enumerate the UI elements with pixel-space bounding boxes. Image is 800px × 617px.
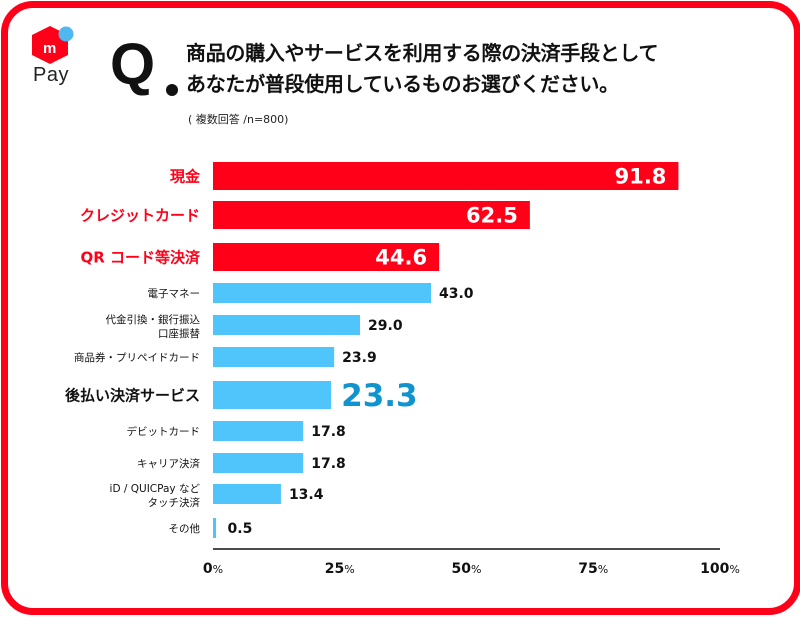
x-tick-label: 0%: [203, 561, 223, 577]
x-tick-number: 50: [452, 561, 472, 577]
bar-row: 電子マネー 43.0: [148, 283, 474, 303]
question-title: 商品の購入やサービスを利用する際の決済手段として あなたが普段使用しているものお…: [186, 38, 659, 100]
svg-text:m: m: [43, 40, 56, 57]
x-tick-number: 100: [700, 561, 729, 577]
bar-row: 後払い決済サービス 23.3: [64, 378, 418, 414]
category-label: 現金: [170, 167, 201, 185]
x-tick-label: 75%: [578, 561, 608, 577]
bar-row: QR コード等決済 44.6: [80, 243, 440, 271]
category-label: iD / QUICPay などタッチ決済: [110, 483, 201, 509]
x-tick-number: 0: [203, 561, 213, 577]
bar: [213, 201, 530, 229]
bars-group: 現金 91.8 クレジットカード 62.5 QR コード等決済 44.6 電子マネー 43.0…: [64, 162, 679, 538]
category-label-line: 口座振替: [158, 327, 200, 340]
category-label: その他: [169, 522, 201, 535]
category-label: 後払い決済サービス: [64, 386, 200, 404]
bar: [213, 381, 332, 409]
value-label: 43.0: [439, 286, 474, 302]
value-label: 17.8: [311, 456, 346, 472]
bar: [213, 484, 281, 504]
category-label: QR コード等決済: [80, 248, 201, 266]
bar-row: 現金 91.8: [170, 162, 679, 190]
bar-row: 商品券・プリペイドカード 23.9: [74, 347, 377, 367]
bar: [213, 453, 304, 473]
x-tick-number: 75: [578, 561, 597, 577]
bar: [213, 243, 440, 271]
merpay-box-icon: m: [32, 26, 74, 64]
value-label: 0.5: [228, 521, 253, 537]
bar-row: iD / QUICPay などタッチ決済 13.4: [110, 483, 324, 509]
value-label: 17.8: [311, 424, 346, 440]
bar-row: クレジットカード 62.5: [80, 201, 530, 229]
value-label: 62.5: [466, 204, 518, 228]
question-line-1: 商品の購入やサービスを利用する際の決済手段として: [186, 41, 659, 65]
x-tick-label: 25%: [325, 561, 355, 577]
bar-row: その他 0.5: [169, 518, 253, 538]
value-label: 29.0: [368, 318, 403, 334]
brand-name: Pay: [33, 64, 69, 86]
x-tick-unit: %: [598, 563, 608, 576]
bar-row: キャリア決済 17.8: [137, 453, 346, 473]
value-label: 13.4: [289, 487, 324, 503]
x-ticks-group: 0% 25% 50% 75% 100%: [203, 561, 740, 577]
category-label: クレジットカード: [80, 206, 200, 224]
category-label-line: タッチ決済: [148, 496, 201, 509]
category-label: 代金引換・銀行振込口座振替: [106, 313, 201, 340]
category-label: 電子マネー: [148, 288, 201, 300]
bar: [213, 518, 216, 538]
bar: [213, 315, 361, 335]
x-tick-unit: %: [729, 563, 739, 576]
x-tick-unit: %: [471, 563, 481, 576]
value-label: 23.3: [341, 378, 418, 414]
bar: [213, 162, 679, 190]
value-label: 44.6: [375, 246, 427, 270]
category-label-line: 代金引換・銀行振込: [106, 313, 201, 326]
x-tick-label: 100%: [700, 561, 740, 577]
value-label: 23.9: [342, 350, 377, 366]
bar-row: デビットカード 17.8: [127, 421, 346, 441]
x-tick-unit: %: [344, 563, 354, 576]
question-dot: [166, 84, 178, 96]
x-tick-label: 50%: [452, 561, 482, 577]
bar: [213, 421, 304, 441]
category-label: 商品券・プリペイドカード: [74, 351, 200, 364]
category-label: デビットカード: [127, 425, 201, 438]
x-tick-unit: %: [213, 563, 223, 576]
question-line-2: あなたが普段使用しているものお選びください。: [186, 72, 619, 96]
x-tick-number: 25: [325, 561, 344, 577]
category-label-line: iD / QUICPay など: [110, 483, 201, 495]
category-label: キャリア決済: [137, 457, 200, 470]
question-mark-letter: Q: [110, 32, 156, 97]
bar: [213, 347, 335, 367]
sample-note: ( 複数回答 /n=800): [188, 113, 289, 126]
bar-row: 代金引換・銀行振込口座振替 29.0: [106, 313, 403, 340]
value-label: 91.8: [615, 165, 667, 189]
merpay-logo: m: [30, 24, 80, 88]
bar: [213, 283, 432, 303]
